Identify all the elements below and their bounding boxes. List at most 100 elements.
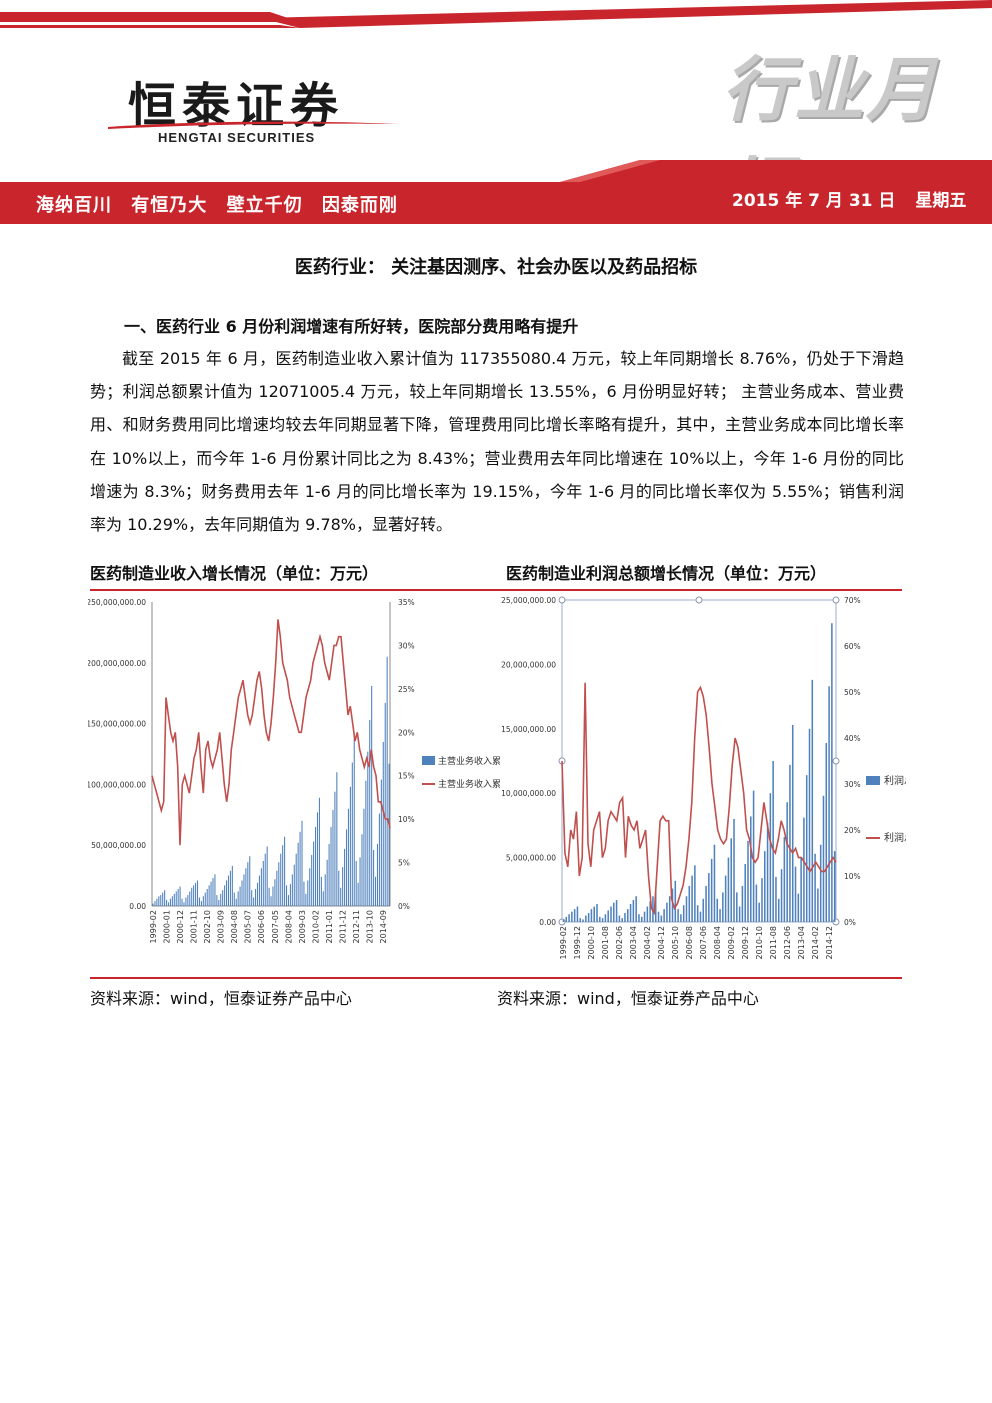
prof-x-tick: 2001-08	[601, 926, 610, 959]
rev-x-tick: 2009-03	[298, 910, 307, 943]
rev-bar	[218, 899, 220, 906]
prof-bar	[666, 902, 668, 922]
rev-y-left-tick: 100,000,000.00	[88, 780, 146, 789]
prof-legend-line-label: 利润总额累计	[884, 831, 906, 844]
prof-bar	[573, 909, 576, 922]
rev-bar	[198, 897, 200, 906]
prof-bar	[624, 912, 626, 922]
rev-bar	[347, 808, 349, 906]
rev-bar	[202, 896, 204, 906]
profit-chart: 25,000,000.00 20,000,000.00 15,000,000.00 1…	[501, 596, 906, 959]
prof-bar	[708, 873, 710, 922]
chart-bottom-divider	[90, 977, 902, 979]
rev-bar	[227, 875, 230, 906]
prof-bar	[705, 885, 707, 922]
logo-underline	[108, 121, 398, 129]
prof-bar	[579, 918, 582, 922]
rev-bar	[276, 870, 278, 906]
prof-x-tick: 2004-02	[643, 926, 652, 959]
prof-bar	[822, 795, 825, 922]
rev-bar	[299, 831, 301, 906]
prof-bar	[825, 742, 828, 922]
rev-bar	[378, 813, 380, 906]
rev-bar	[351, 762, 353, 906]
rev-bar	[295, 853, 297, 906]
prof-bar	[777, 898, 780, 922]
prof-bar	[791, 724, 794, 922]
slogan-part-1: 海纳百川	[36, 195, 112, 216]
prof-y-right-tick: 70%	[844, 596, 861, 605]
prof-bar	[571, 911, 573, 922]
rev-bar	[382, 741, 384, 906]
prof-legend-bar-swatch	[866, 776, 880, 785]
revenue-chart: 250,000,000.00 200,000,000.00 150,000,000.…	[88, 598, 500, 943]
banner-slogan: 海纳百川 有恒乃大 壁立千仞 因泰而刚	[36, 191, 410, 217]
chart1-source: 资料来源：wind，恒泰证券产品中心	[90, 989, 352, 1008]
rev-bar	[237, 891, 239, 906]
rev-bar	[278, 862, 280, 906]
chart-top-divider	[90, 589, 902, 591]
rev-x-tick: 2005-07	[244, 910, 253, 943]
prof-bar	[713, 844, 716, 922]
rev-bar	[291, 874, 293, 906]
rev-y-left-tick: 50,000,000.00	[91, 841, 146, 850]
rev-bar	[342, 867, 344, 906]
rev-bar	[167, 902, 170, 906]
rev-bar	[181, 898, 183, 906]
prof-bar	[814, 853, 816, 922]
rev-y-right-tick: 0%	[398, 902, 410, 911]
rev-bar	[388, 763, 390, 906]
rev-bar	[158, 896, 160, 906]
prof-x-tick: 1999-12	[573, 926, 582, 959]
prof-bar	[797, 893, 800, 922]
rev-y-right-tick: 20%	[398, 728, 415, 737]
rev-bar	[256, 882, 259, 906]
rev-bar	[315, 826, 317, 906]
prof-bar	[668, 896, 671, 922]
rev-bar	[164, 890, 166, 906]
prof-bar	[604, 914, 607, 922]
prof-bar	[724, 875, 727, 922]
rev-bar	[208, 885, 210, 906]
prof-bar	[576, 906, 579, 922]
prof-bar	[613, 902, 615, 922]
rev-bar	[249, 856, 251, 906]
prof-bar	[638, 914, 640, 922]
rev-bar	[193, 885, 195, 906]
rev-bar	[247, 862, 249, 906]
rev-bar	[353, 735, 355, 906]
rev-bar	[251, 890, 253, 906]
rev-bar	[245, 868, 247, 906]
prof-bar	[652, 896, 654, 922]
chart2-source: 资料来源：wind，恒泰证券产品中心	[497, 989, 759, 1008]
rev-bar	[169, 898, 171, 906]
prof-bar	[601, 918, 604, 922]
slogan-part-3: 壁立千仞	[226, 195, 303, 216]
rev-bar	[214, 874, 216, 906]
prof-bar	[766, 822, 769, 922]
prof-bar	[685, 896, 688, 922]
prof-y-right-tick: 50%	[844, 688, 861, 697]
rev-bar	[301, 820, 303, 906]
prof-bar	[747, 840, 749, 922]
document-title: 医药行业： 关注基因测序、社会办医以及药品招标	[294, 257, 698, 278]
rev-bar	[268, 887, 270, 906]
rev-bar	[313, 841, 315, 906]
prof-bar	[582, 919, 584, 922]
section-heading: 一、医药行业 6 月份利润增速有所好转，医院部分费用略有提升	[124, 317, 579, 336]
prof-x-tick: 2011-08	[769, 926, 778, 959]
rev-bar	[369, 719, 371, 906]
prof-bar	[811, 679, 814, 922]
rev-bar	[384, 702, 386, 906]
prof-bar	[635, 896, 637, 922]
prof-bar	[741, 885, 744, 922]
slogan-part-4: 因泰而刚	[321, 195, 398, 216]
rev-bar	[233, 892, 235, 906]
prof-bar	[727, 857, 730, 922]
rev-bar	[365, 780, 367, 906]
prof-bar	[615, 900, 618, 922]
prof-bar	[750, 816, 752, 922]
prof-y-right-tick: 10%	[844, 872, 861, 881]
prof-bar	[833, 851, 836, 922]
header-top-stripe	[0, 0, 992, 28]
